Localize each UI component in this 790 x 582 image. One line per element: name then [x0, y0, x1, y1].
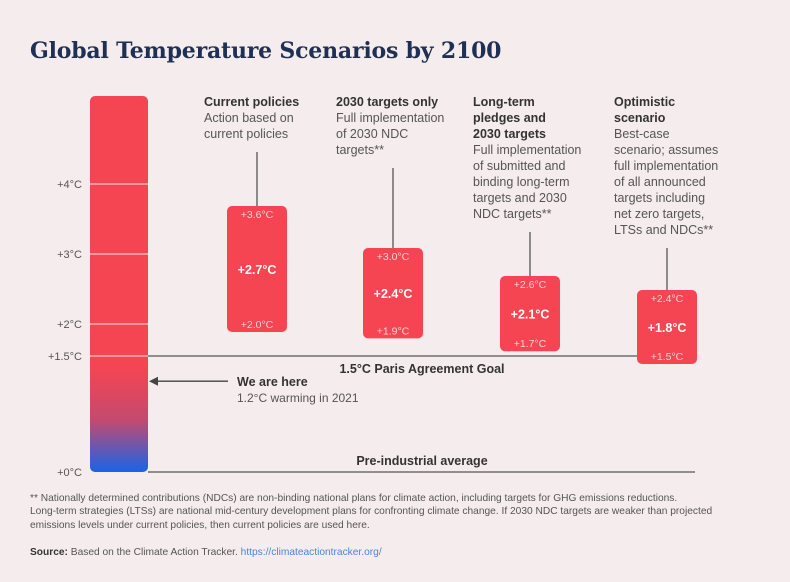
scenario-range-box: [227, 206, 287, 332]
chart-title: Global Temperature Scenarios by 2100: [30, 38, 502, 64]
scenario-description: scenario; assumes: [614, 143, 719, 157]
range-high-label: +2.4°C: [651, 293, 684, 305]
scenario-description: targets including: [614, 191, 706, 205]
scenario-description: of 2030 NDC: [336, 127, 409, 141]
tick-label: +0°C: [57, 467, 82, 479]
scenario-description: Full implementation: [336, 111, 445, 125]
source-label: Source:: [30, 547, 68, 558]
reference-label: Pre-industrial average: [356, 454, 487, 468]
footnote-line: Long-term strategies (LTSs) are national…: [30, 506, 713, 518]
tick-label: +1.5°C: [48, 351, 82, 363]
scenario-description: targets and 2030: [473, 191, 567, 205]
scenario-heading: Current policies: [204, 95, 300, 109]
scenario-description: of submitted and: [473, 159, 566, 173]
thermometer-bar: [90, 96, 148, 472]
scenario-description: Full implementation: [473, 143, 582, 157]
footnote-line: emissions levels under current policies,…: [30, 519, 370, 531]
scenario-description-block: 2030 targets only Full implementation of 2…: [336, 94, 444, 158]
scenario-heading: pledges and: [473, 111, 546, 125]
footnote-line: ** Nationally determined contributions (…: [30, 493, 678, 504]
scenario-description: LTSs and NDCs**: [614, 223, 714, 237]
range-mid-label: +2.4°C: [374, 287, 413, 301]
annotation-sublabel: 1.2°C warming in 2021: [237, 391, 359, 405]
tick-label: +3°C: [57, 249, 82, 261]
range-high-label: +2.6°C: [514, 279, 547, 291]
footnote: ** Nationally determined contributions (…: [30, 492, 770, 532]
range-mid-label: +2.1°C: [511, 308, 550, 322]
scenario-description: of all announced: [614, 175, 706, 189]
range-high-label: +3.0°C: [377, 251, 410, 263]
scenario-description-block: Long-term pledges and 2030 targets Full imp…: [473, 94, 581, 222]
range-mid-label: +1.8°C: [648, 321, 687, 335]
source-link[interactable]: https://climateactiontracker.org/: [240, 547, 382, 558]
range-high-label: +3.6°C: [241, 209, 274, 221]
scenario-heading: 2030 targets only: [336, 95, 439, 109]
arrow-left-icon: [149, 376, 158, 386]
scenario-description: NDC targets**: [473, 207, 552, 221]
tick-label: +4°C: [57, 179, 82, 191]
scenario-description: Best-case: [614, 127, 670, 141]
scenario-description: binding long-term: [473, 175, 570, 189]
reference-label: 1.5°C Paris Agreement Goal: [339, 362, 504, 376]
scenario-description: current policies: [204, 127, 289, 141]
range-low-label: +1.9°C: [377, 325, 410, 337]
source-note: Source: Based on the Climate Action Trac…: [30, 547, 382, 558]
scenario-heading: 2030 targets: [473, 127, 546, 141]
scenario-description-block: Current policies Action based on current p…: [204, 94, 299, 142]
scenario-description: full implementation: [614, 159, 719, 173]
scenario-description-block: Optimistic scenario Best-case scenario; ass…: [614, 94, 718, 238]
scenario-description: targets**: [336, 143, 384, 157]
scenario-heading: Optimistic: [614, 95, 676, 109]
scenario-range-box: [500, 276, 560, 352]
range-mid-label: +2.7°C: [238, 263, 277, 277]
scenario-heading: Long-term: [473, 95, 535, 109]
range-low-label: +1.5°C: [651, 351, 684, 363]
scenario-range-box: [637, 290, 697, 364]
annotation-label: We are here: [237, 375, 308, 389]
range-low-label: +1.7°C: [514, 338, 547, 350]
scenario-range-box: [363, 248, 423, 339]
scenario-description: Action based on: [204, 111, 294, 125]
range-low-label: +2.0°C: [241, 319, 274, 331]
scenario-heading: scenario: [614, 111, 666, 125]
scenario-description: net zero targets,: [614, 207, 705, 221]
source-text: Based on the Climate Action Tracker.: [67, 547, 241, 558]
tick-label: +2°C: [57, 319, 82, 331]
